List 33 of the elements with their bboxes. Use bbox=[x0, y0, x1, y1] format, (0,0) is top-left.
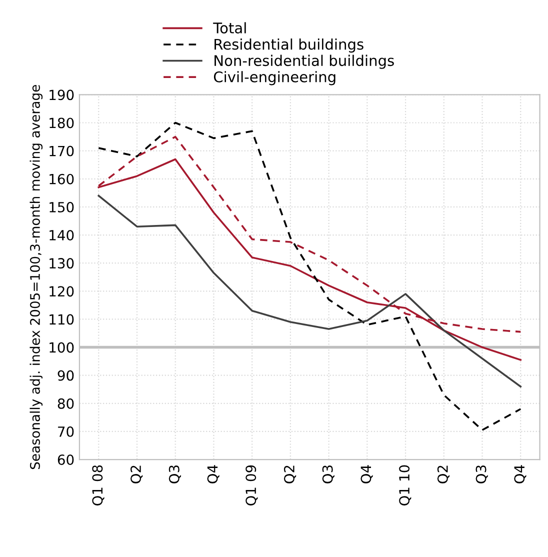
x-tick-label: Q3 bbox=[322, 466, 334, 484]
line-series bbox=[98, 194, 522, 388]
y-tick-label: 100 bbox=[50, 342, 74, 353]
y-tick-label: 120 bbox=[50, 286, 74, 297]
y-tick-label: 150 bbox=[50, 202, 74, 212]
y-tick-label: 70 bbox=[58, 426, 74, 437]
x-tick-label: Q1 09 bbox=[246, 465, 258, 506]
y-tick-label: 90 bbox=[58, 370, 74, 381]
x-tick-label: Q4 bbox=[514, 465, 526, 484]
legend-label: Non-residential buildings bbox=[214, 54, 394, 69]
x-tick-label: Q3 bbox=[476, 466, 488, 484]
x-tick-label: Q1 08 bbox=[92, 465, 104, 506]
y-tick-label: 180 bbox=[50, 118, 74, 128]
legend-label: Residential buildings bbox=[214, 38, 364, 53]
y-tick-label: 80 bbox=[58, 398, 74, 409]
x-tick-label: Q2 bbox=[437, 466, 450, 484]
x-tick-label: Q4 bbox=[207, 465, 220, 484]
y-tick-label: 140 bbox=[50, 230, 74, 240]
y-axis-title: Seasonally adj. index 2005=100,3-month moving average bbox=[30, 84, 43, 470]
y-tick-label: 60 bbox=[58, 454, 74, 465]
y-tick-label: 110 bbox=[50, 314, 74, 325]
y-tick-label: 160 bbox=[50, 174, 74, 184]
x-tick-label: Q2 bbox=[284, 466, 296, 484]
legend-label: Total bbox=[213, 22, 246, 34]
y-tick-label: 170 bbox=[50, 146, 74, 156]
x-tick-label: Q1 10 bbox=[399, 465, 412, 506]
x-tick-label: Q3 bbox=[168, 466, 181, 484]
x-tick-label: Q2 bbox=[130, 466, 143, 484]
y-tick-label: 190 bbox=[50, 90, 74, 100]
line-series bbox=[98, 122, 522, 431]
legend-label: Civil-engineering bbox=[214, 71, 336, 86]
x-tick-label: Q4 bbox=[360, 465, 373, 484]
y-tick-label: 130 bbox=[50, 258, 74, 269]
